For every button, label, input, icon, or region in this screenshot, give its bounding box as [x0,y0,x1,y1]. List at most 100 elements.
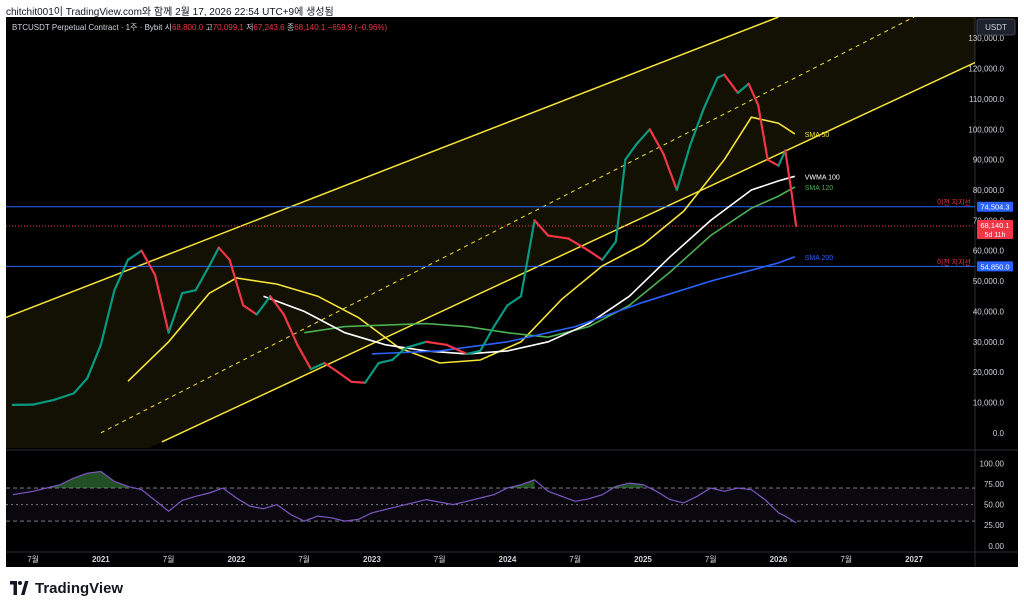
time-tick-label: 2027 [905,555,923,564]
time-tick-label: 2026 [770,555,788,564]
price-tick-label: 60,000.0 [973,247,1005,256]
ma-label-3: SMA 200 [805,255,834,262]
price-segment [425,340,448,346]
price-segment [624,143,638,161]
caption-bar: chitchit001이 TradingView.com와 함께 2월 17, … [0,0,1024,18]
time-tick-label: 2022 [227,555,245,564]
price-segment [350,380,367,384]
rsi-plot [6,470,975,524]
symbol-name: BTCUSDT Perpetual Contract · 1주 · Bybit [12,23,163,32]
price-segment [228,258,245,307]
price-segment [648,128,665,155]
time-tick-label: 2024 [499,555,517,564]
price-segment [533,219,550,237]
symbol-legend: BTCUSDT Perpetual Contract · 1주 · Bybit … [12,22,387,33]
price-segment [675,143,692,192]
price-segment [479,325,495,352]
close-value: 68,140.1 [294,23,326,32]
time-tick-label: 7월 [163,554,175,564]
price-segment [506,295,523,307]
price-segment [662,152,678,192]
channel-fill [6,17,975,448]
support-level-badge-0 [977,201,1013,212]
channel-lower-line [161,61,975,443]
price-segment [99,289,116,346]
open-label: 시 [164,23,172,32]
rsi-overbought-fill [73,473,88,489]
open-value: 68,800.0 [171,23,204,32]
price-tick-label: 20,000.0 [973,368,1005,377]
time-tick-label: 2025 [634,555,652,564]
price-tick-label: 0.0 [993,429,1005,438]
ma-label-1: SMA 120 [805,185,834,192]
price-segment [282,313,299,346]
last-price-countdown: 5d 11h [985,232,1006,239]
price-segment [723,73,739,94]
ma-label-2: VWMA 100 [805,174,840,181]
price-segment [336,371,353,383]
support-level-badge-1 [977,261,1013,272]
price-segment [492,304,509,328]
price-segment [689,106,706,146]
price-tick-label: 50,000.0 [973,277,1005,286]
price-tick-label: 100,000.0 [968,125,1004,134]
caption-text: chitchit001이 TradingView.com와 함께 2월 17, … [6,7,334,18]
channel-upper-line [6,17,779,319]
price-segment [391,346,407,362]
rsi-tick-label: 25.00 [984,521,1005,530]
price-segment [546,234,570,240]
high-label: 고 [205,23,213,32]
price-segment [181,289,197,295]
chart-frame[interactable] [6,17,1018,567]
price-tick-label: 120,000.0 [968,65,1004,74]
price-segment [32,398,55,406]
price-segment [167,292,184,334]
time-tick-label: 2021 [92,555,110,564]
time-tick-label: 7월 [298,554,310,564]
channel-middle-line [100,17,915,434]
ma-line-0 [127,116,796,382]
price-segment [747,82,760,107]
price-segment [445,343,468,356]
price-segment [194,264,211,292]
price-segment [465,349,482,356]
price-segment [208,246,220,267]
support-level-value-0: 74,504.3 [980,203,1009,212]
price-segment [217,246,231,261]
price-segment [242,304,258,316]
price-segment [323,361,340,374]
price-segment [269,295,285,316]
last-price-value: 68,140.1 [980,221,1009,230]
rsi-line [12,470,797,524]
rsi-overbought-fill [87,471,101,489]
price-tick-label: 130,000.0 [968,34,1004,43]
price-segment [255,295,272,316]
rsi-tick-label: 50.00 [984,501,1005,510]
price-tick-label: 30,000.0 [973,338,1005,347]
ma-line-2 [263,175,796,355]
price-segment [296,343,313,371]
time-tick-label: 7월 [27,554,39,564]
price-segment [702,76,719,110]
time-tick-label: 7월 [705,554,717,564]
price-segment [153,273,170,334]
change-value: −659.9 (−0.96%) [327,23,388,32]
price-tick-label: 80,000.0 [973,186,1005,195]
price-segment [716,73,726,79]
price-segment [113,258,130,292]
tradingview-logo-icon [10,581,29,595]
footer-brand[interactable]: TradingView [8,578,123,598]
price-segment [52,392,75,402]
price-segment [777,149,787,167]
price-tick-label: 40,000.0 [973,307,1005,316]
rsi-tick-label: 75.00 [984,480,1005,489]
price-segment [614,158,627,243]
price-segment [601,240,617,261]
brand-name: TradingView [35,579,124,597]
rsi-overbought-fill [602,486,616,489]
rsi-overbought-fill [629,483,643,489]
price-segment [736,82,750,94]
time-tick-label: 7월 [434,554,446,564]
currency-box [976,18,1016,36]
